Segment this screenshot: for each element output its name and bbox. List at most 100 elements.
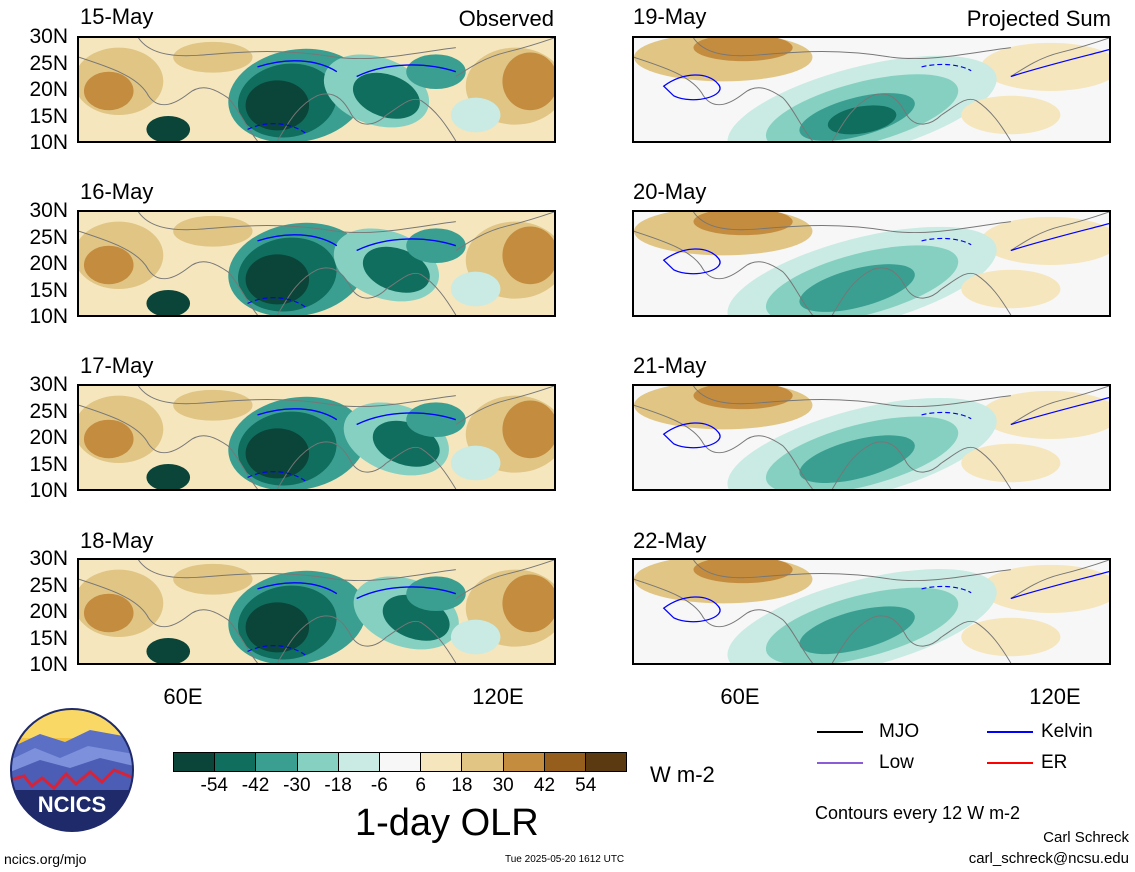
figure-title: 1-day OLR [355, 802, 539, 844]
contours-note: Contours every 12 W m-2 [815, 803, 1021, 823]
olr-map [79, 38, 554, 141]
lat-label: 25N [29, 225, 68, 249]
lat-label: 10N [29, 305, 68, 328]
coastline [831, 267, 942, 315]
projected-label: Projected Sum [966, 6, 1111, 31]
map-observed-3 [77, 384, 556, 491]
coastline [634, 404, 784, 454]
olr-anomaly-area [245, 428, 310, 479]
coastline [455, 212, 554, 251]
map-projected-4 [632, 558, 1111, 665]
lat-label: 30N [29, 373, 68, 396]
olr-map [634, 212, 1109, 315]
colorbar-tick-label: 42 [533, 775, 556, 796]
lat-label: 15N [29, 626, 68, 650]
colorbar-swatch [256, 753, 298, 771]
coastline [941, 272, 1012, 315]
lat-label: 30N [29, 547, 68, 570]
kelvin-contour-negative [921, 585, 972, 594]
olr-anomaly-area [450, 97, 501, 133]
olr-anomaly-area [173, 563, 253, 595]
colorbar-swatch [174, 753, 216, 771]
lat-label: 15N [29, 104, 68, 128]
map-observed-2 [77, 210, 556, 317]
coastline [693, 212, 1011, 234]
olr-anomaly-area [406, 402, 466, 438]
lat-label: 25N [29, 573, 68, 597]
olr-anomaly-area [693, 212, 793, 236]
colorbar-tick-label: -30 [283, 775, 311, 796]
map-observed-4 [77, 558, 556, 665]
olr-map [79, 386, 554, 489]
observed-label: Observed [458, 6, 554, 31]
colorbar-tick-label: 18 [451, 775, 473, 796]
olr-anomaly-area [83, 245, 134, 285]
kelvin-contour [356, 412, 457, 426]
lat-label: 30N [29, 199, 68, 222]
coastline [455, 560, 554, 599]
lat-label: 20N [29, 252, 68, 275]
coastline [693, 38, 1011, 60]
olr-map [79, 560, 554, 663]
legend-label-er: ER [1041, 752, 1068, 773]
kelvin-contour [662, 74, 721, 101]
kelvin-contour [1010, 396, 1109, 426]
coastline [386, 446, 457, 489]
olr-anomaly-area [83, 593, 134, 633]
colorbar-tick-label: -42 [241, 775, 270, 796]
olr-anomaly-area [502, 226, 554, 285]
olr-anomaly-area [502, 574, 554, 633]
olr-anomaly-area [245, 254, 310, 305]
olr-anomaly-area [245, 80, 310, 131]
coastline [941, 446, 1012, 489]
kelvin-contour [1010, 222, 1109, 252]
kelvin-contour [257, 234, 338, 247]
coastline [276, 615, 387, 663]
units-label: W m-2 [650, 762, 715, 787]
olr-anomaly-area [146, 289, 191, 315]
colorbar-tick-label: 30 [492, 775, 514, 796]
olr-anomaly-area [406, 54, 466, 90]
kelvin-contour [257, 408, 338, 421]
coastline [138, 386, 456, 408]
lat-label: 25N [29, 51, 68, 75]
colorbar-swatch [585, 753, 627, 771]
olr-anomaly-area [352, 72, 420, 119]
coastline [79, 230, 229, 280]
lon-label-120e-left: 120E [472, 684, 524, 709]
olr-anomaly-area [961, 95, 1061, 135]
coastline [276, 93, 387, 141]
panel-date-8: 22-May [633, 528, 707, 553]
olr-map [634, 560, 1109, 663]
lon-label-60e-left: 60E [163, 684, 203, 709]
map-observed-1 [77, 36, 556, 143]
coastline [831, 93, 942, 141]
legend-label-low: Low [879, 752, 914, 773]
coastline [227, 97, 258, 141]
legend-label-kelvin: Kelvin [1041, 721, 1093, 742]
website-link[interactable]: ncics.org/mjo [4, 851, 87, 867]
coastline [138, 560, 456, 582]
kelvin-contour-negative [921, 237, 972, 246]
olr-anomaly-area [245, 602, 310, 653]
coastline [455, 38, 554, 77]
olr-anomaly-area [146, 115, 191, 141]
lat-label: 10N [29, 653, 68, 676]
olr-anomaly-area [693, 38, 793, 62]
kelvin-contour [662, 422, 721, 449]
olr-anomaly-area [961, 617, 1061, 657]
coastline [276, 441, 387, 489]
coastline [693, 386, 1011, 408]
coastline [831, 615, 942, 663]
colorbar-swatch [215, 753, 257, 771]
legend-line-mjo [817, 731, 863, 733]
coastline [634, 578, 784, 628]
olr-anomaly-area [173, 215, 253, 247]
lat-label: 10N [29, 479, 68, 502]
coastline [1010, 386, 1109, 425]
coastline [386, 98, 457, 141]
map-projected-2 [632, 210, 1111, 317]
coastline [227, 619, 258, 663]
timestamp: Tue 2025-05-20 1612 UTC [505, 854, 625, 865]
colorbar-swatch [503, 753, 545, 771]
